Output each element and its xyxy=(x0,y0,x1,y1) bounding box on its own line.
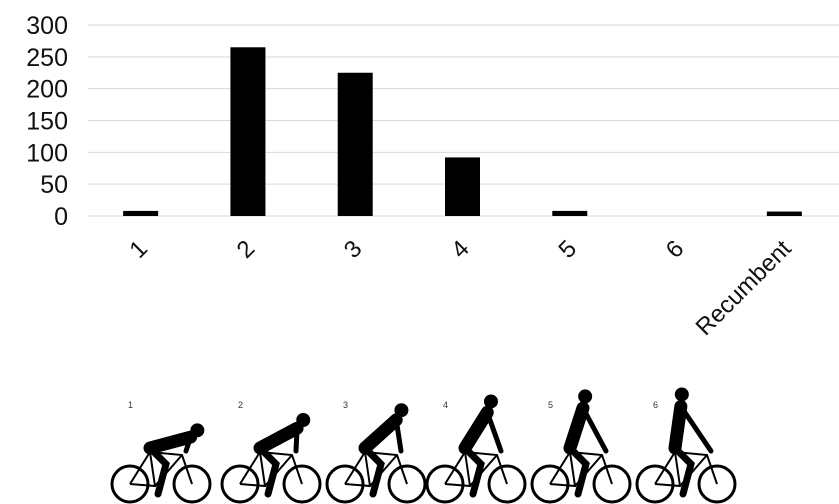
cyclist-figure-2: 2 xyxy=(220,400,322,504)
y-tick-label: 150 xyxy=(26,108,68,136)
rider-leg xyxy=(461,444,485,498)
front-wheel xyxy=(387,464,427,504)
front-wheel xyxy=(592,464,632,504)
rider-head xyxy=(674,387,689,402)
cyclist-figure-6: 6 xyxy=(635,387,737,504)
rear-wheel xyxy=(425,464,465,504)
cyclist-figure-1: 1 xyxy=(110,400,212,504)
x-tick-label: 1 xyxy=(124,235,153,264)
rider-leg xyxy=(566,444,590,498)
bar-2 xyxy=(230,47,266,217)
x-tick-label: 6 xyxy=(661,235,690,264)
bike-frame xyxy=(549,449,577,488)
posture-label: 4 xyxy=(443,400,448,410)
front-wheel xyxy=(282,464,322,504)
rider-torso xyxy=(143,430,198,455)
front-wheel xyxy=(172,464,212,504)
rider-leg xyxy=(146,444,170,498)
bike-frame xyxy=(239,449,267,488)
y-tick-label: 200 xyxy=(26,76,68,104)
y-axis-ticks: 0 50 100 150 200 250 300 xyxy=(26,12,68,231)
x-tick-label: 3 xyxy=(339,235,368,264)
y-tick-label: 0 xyxy=(54,203,68,231)
x-tick-label: 2 xyxy=(232,235,261,264)
rider-head xyxy=(296,412,311,427)
cyclist-figure-5: 5 xyxy=(530,389,632,504)
bike-frame xyxy=(654,449,682,488)
rider-leg xyxy=(256,444,280,498)
gridlines xyxy=(88,24,839,217)
rider-torso xyxy=(458,405,494,455)
rear-wheel xyxy=(110,464,150,504)
rear-wheel xyxy=(635,464,675,504)
posture-label: 6 xyxy=(653,400,658,410)
bars xyxy=(123,47,802,217)
rider-head xyxy=(190,423,205,438)
x-tick-label: 5 xyxy=(553,235,582,264)
rear-wheel xyxy=(530,464,570,504)
x-tick-label: Recumbent xyxy=(691,235,797,341)
rider-torso xyxy=(563,401,590,455)
cyclist-posture-illustration: 1 2 3 4 5 6 xyxy=(110,387,737,504)
bar-4 xyxy=(445,157,480,216)
rider-head xyxy=(578,389,593,404)
posture-label: 5 xyxy=(548,400,553,410)
bar-1 xyxy=(123,210,159,216)
rider-torso xyxy=(253,421,304,455)
rider-arm xyxy=(393,417,404,454)
y-tick-label: 250 xyxy=(26,44,68,72)
rider-head xyxy=(483,394,498,409)
rider-leg xyxy=(361,444,385,498)
rear-wheel xyxy=(220,464,260,504)
x-tick-label: 4 xyxy=(446,235,475,264)
cyclist-figure-3: 3 xyxy=(325,400,427,504)
rear-wheel xyxy=(325,464,365,504)
y-tick-label: 300 xyxy=(26,12,68,40)
bar-recumbent xyxy=(766,211,802,216)
bar-3 xyxy=(337,72,373,216)
bike-frame xyxy=(444,449,472,488)
rider-arm xyxy=(678,403,714,454)
rider-torso xyxy=(668,399,688,455)
rider-arm xyxy=(293,425,300,454)
rider-arm xyxy=(183,434,194,454)
bike-frame xyxy=(129,449,157,488)
posture-label: 1 xyxy=(128,400,133,410)
front-wheel xyxy=(487,464,527,504)
rider-arm xyxy=(580,405,609,454)
front-wheel xyxy=(697,464,737,504)
posture-label: 2 xyxy=(238,400,243,410)
rider-torso xyxy=(358,413,403,455)
y-tick-label: 50 xyxy=(40,171,68,199)
y-tick-label: 100 xyxy=(26,139,68,167)
rider-head xyxy=(394,403,409,418)
posture-label: 3 xyxy=(343,400,348,410)
bar-5 xyxy=(552,210,588,216)
rider-leg xyxy=(671,444,695,498)
rider-arm xyxy=(484,409,504,454)
x-axis-ticks: 1 2 3 4 5 6 Recumbent xyxy=(124,235,796,341)
cyclist-figure-4: 4 xyxy=(425,394,527,504)
bike-frame xyxy=(344,449,372,488)
